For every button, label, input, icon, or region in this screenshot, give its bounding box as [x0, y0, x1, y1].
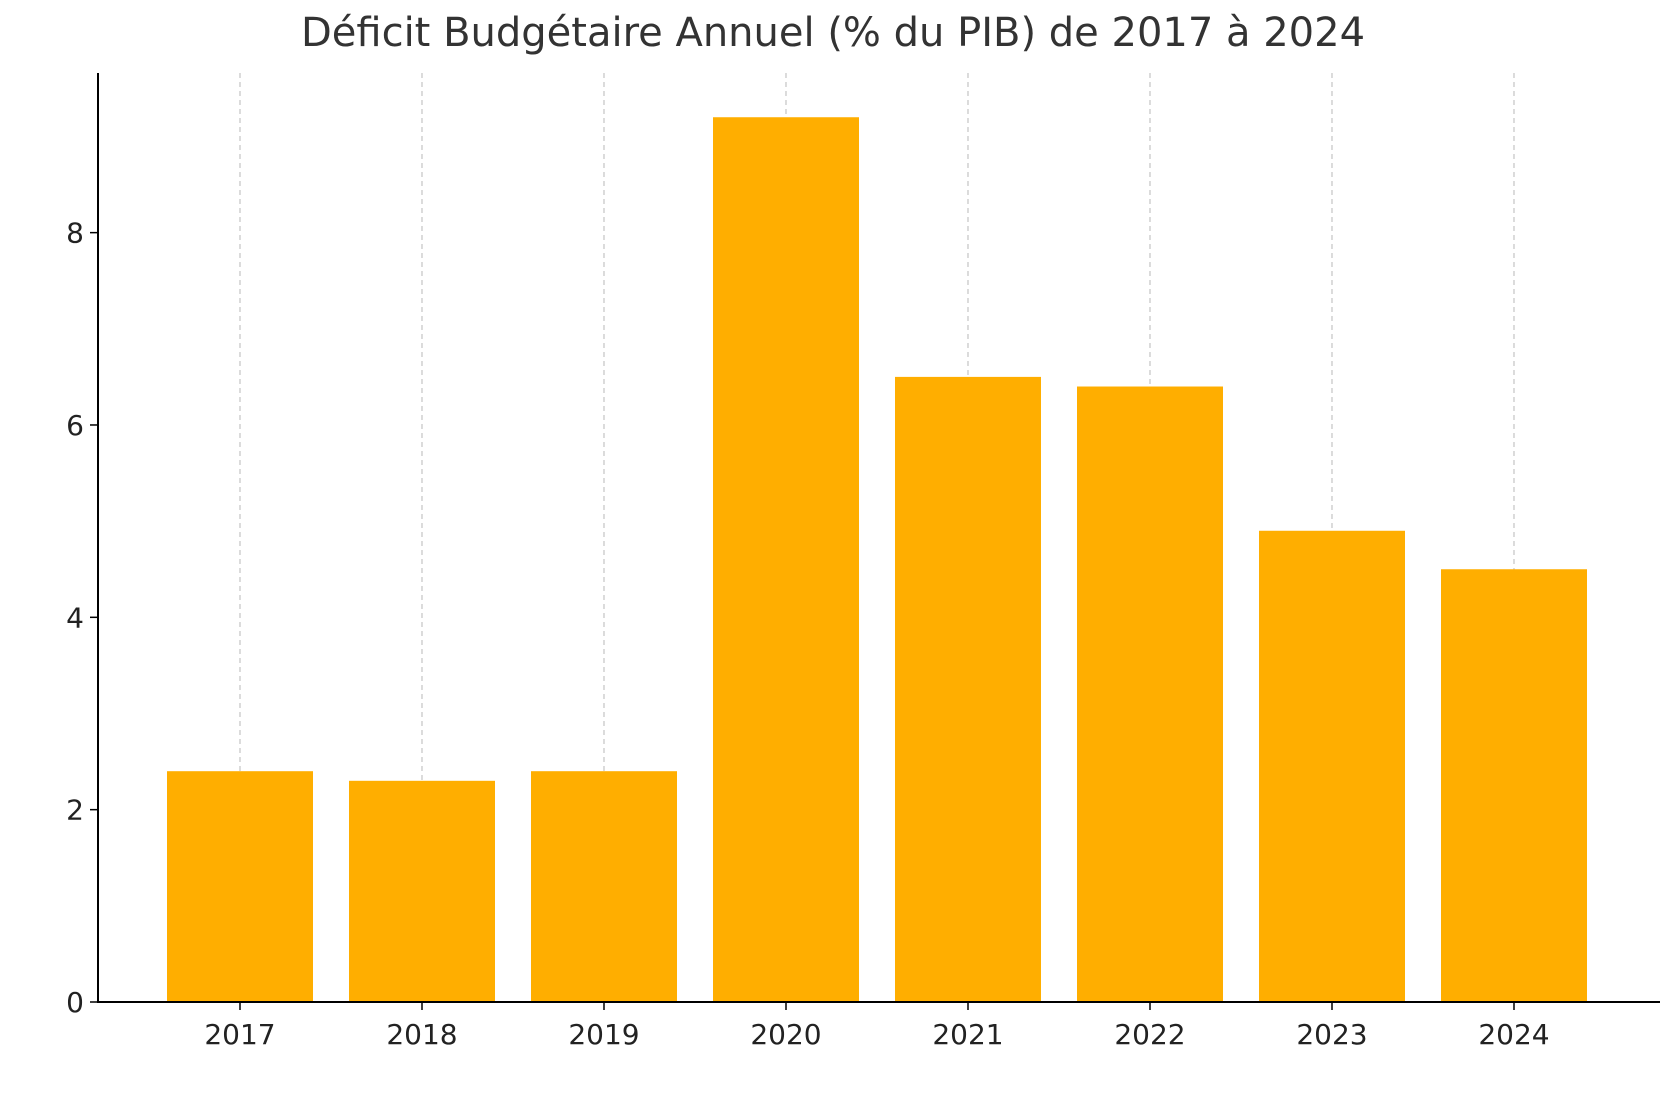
x-tick-label-2019: 2019 [568, 1018, 639, 1051]
bar-2023 [1259, 530, 1405, 1002]
x-tick-label-2023: 2023 [1296, 1018, 1367, 1051]
y-tick-labels: 0 2 4 6 8 [66, 217, 84, 1019]
bar-2017 [167, 771, 313, 1002]
bars [167, 117, 1587, 1003]
bar-2021 [895, 376, 1041, 1002]
bar-2024 [1441, 569, 1587, 1002]
x-tick-label-2021: 2021 [932, 1018, 1003, 1051]
y-tick-label-6: 6 [66, 409, 84, 442]
x-tick-label-2024: 2024 [1478, 1018, 1549, 1051]
x-tick-labels: 2017 2018 2019 2020 2021 2022 2023 2024 [204, 1018, 1549, 1051]
x-tick-label-2020: 2020 [750, 1018, 821, 1051]
axes [90, 73, 1660, 1010]
x-tick-label-2017: 2017 [204, 1018, 275, 1051]
x-tick-label-2018: 2018 [386, 1018, 457, 1051]
bar-2022 [1077, 386, 1223, 1003]
bar-2019 [531, 771, 677, 1002]
y-tick-label-8: 8 [66, 217, 84, 250]
y-tick-label-0: 0 [66, 986, 84, 1019]
y-tick-label-4: 4 [66, 601, 84, 634]
chart-title: Déficit Budgétaire Annuel (% du PIB) de … [300, 10, 1366, 56]
x-tick-label-2022: 2022 [1114, 1018, 1185, 1051]
y-tick-label-2: 2 [66, 794, 84, 827]
bar-2020 [713, 117, 859, 1002]
bar-2018 [349, 780, 495, 1002]
